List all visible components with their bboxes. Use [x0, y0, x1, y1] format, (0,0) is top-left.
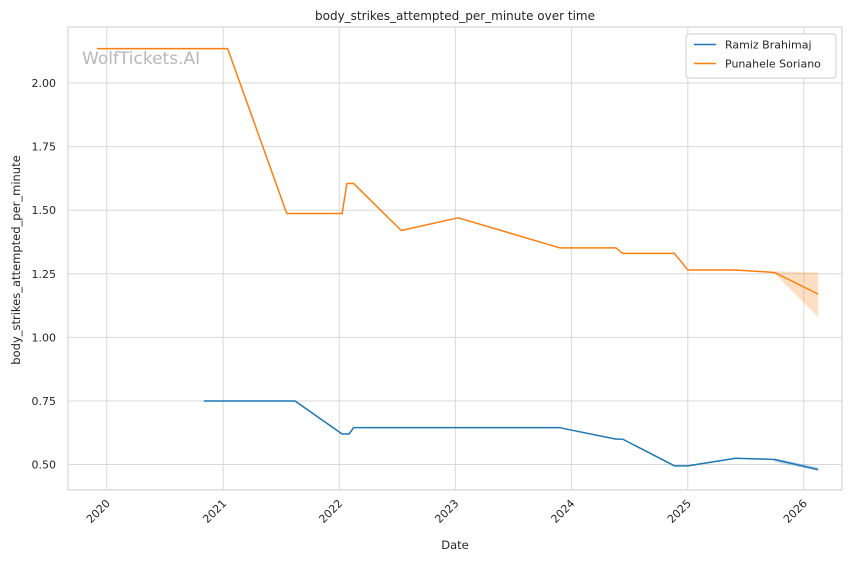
x-axis-title: Date: [441, 538, 469, 552]
x-tick-label: 2026: [781, 497, 810, 526]
y-tick-label: 2.00: [32, 77, 57, 90]
legend-box: [685, 33, 837, 79]
legend-label-punahele: Punahele Soriano: [725, 58, 821, 71]
series-line-1: [96, 47, 819, 295]
x-tick-label: 2024: [549, 497, 578, 526]
x-tick-label: 2023: [432, 497, 461, 526]
x-tick-label: 2022: [316, 497, 345, 526]
y-axis-title: body_strikes_attempted_per_minute: [9, 155, 23, 364]
legend: Ramiz Brahimaj Punahele Soriano: [685, 33, 837, 79]
y-tick-label: 0.50: [32, 459, 57, 472]
x-tick-label: 2025: [665, 497, 694, 526]
grid-lines: [68, 27, 842, 490]
y-tick-label: 1.75: [32, 141, 57, 154]
confidence-band-series-1: [774, 271, 819, 318]
x-tick-label: 2020: [84, 497, 113, 526]
y-tick-label: 1.00: [32, 331, 57, 344]
y-tick-labels: 0.50 0.75 1.00 1.25 1.50 1.75 2.00: [32, 77, 57, 472]
y-tick-label: 0.75: [32, 395, 57, 408]
watermark: WolfTickets.AI: [82, 49, 200, 69]
x-tick-label: 2021: [200, 497, 229, 526]
y-tick-label: 1.50: [32, 204, 57, 217]
chart-title: body_strikes_attempted_per_minute over t…: [315, 9, 595, 23]
legend-label-ramiz: Ramiz Brahimaj: [725, 39, 812, 52]
series-lines: [96, 47, 819, 471]
series-line-0: [203, 400, 819, 471]
y-tick-label: 1.25: [32, 268, 57, 281]
x-tick-labels: 2020 2021 2022 2023 2024 2025 2026: [84, 497, 810, 526]
